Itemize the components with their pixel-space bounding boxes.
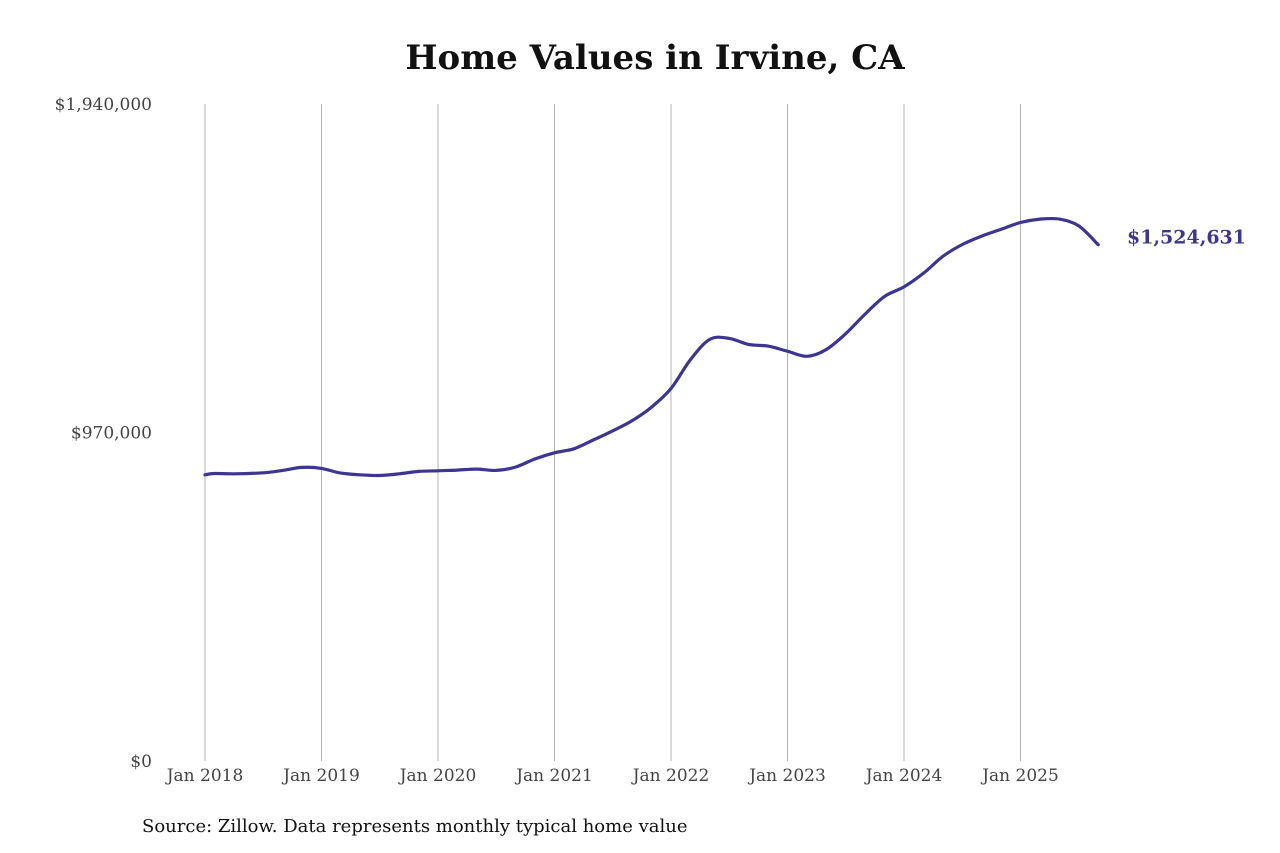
grid-lines bbox=[204, 104, 1021, 761]
series-line-layer bbox=[203, 216, 1100, 478]
series-line bbox=[203, 216, 1100, 478]
x-tick-label-3: Jan 2021 bbox=[514, 766, 593, 786]
x-axis-ticks: Jan 2018 Jan 2019 Jan 2020 Jan 2021 Jan 2022… bbox=[165, 766, 1059, 786]
x-tick-label-2: Jan 2020 bbox=[398, 766, 477, 786]
y-tick-label-1: $970,000 bbox=[71, 424, 152, 444]
chart-title: Home Values in Irvine, CA bbox=[405, 38, 905, 78]
x-tick-label-5: Jan 2023 bbox=[747, 766, 826, 786]
x-tick-label-7: Jan 2025 bbox=[980, 766, 1059, 786]
x-tick-label-1: Jan 2019 bbox=[281, 766, 360, 786]
source-note: Source: Zillow. Data represents monthly … bbox=[142, 816, 688, 837]
x-tick-label-6: Jan 2024 bbox=[864, 766, 943, 786]
end-value-label: $1,524,631 bbox=[1127, 227, 1246, 249]
y-tick-label-0: $0 bbox=[130, 752, 152, 772]
x-tick-label-0: Jan 2018 bbox=[165, 766, 244, 786]
end-label-layer: $1,524,631 bbox=[1127, 227, 1246, 249]
x-tick-label-4: Jan 2022 bbox=[631, 766, 710, 786]
y-axis-ticks: $0 $970,000 $1,940,000 bbox=[55, 95, 152, 772]
y-tick-label-2: $1,940,000 bbox=[55, 95, 152, 115]
